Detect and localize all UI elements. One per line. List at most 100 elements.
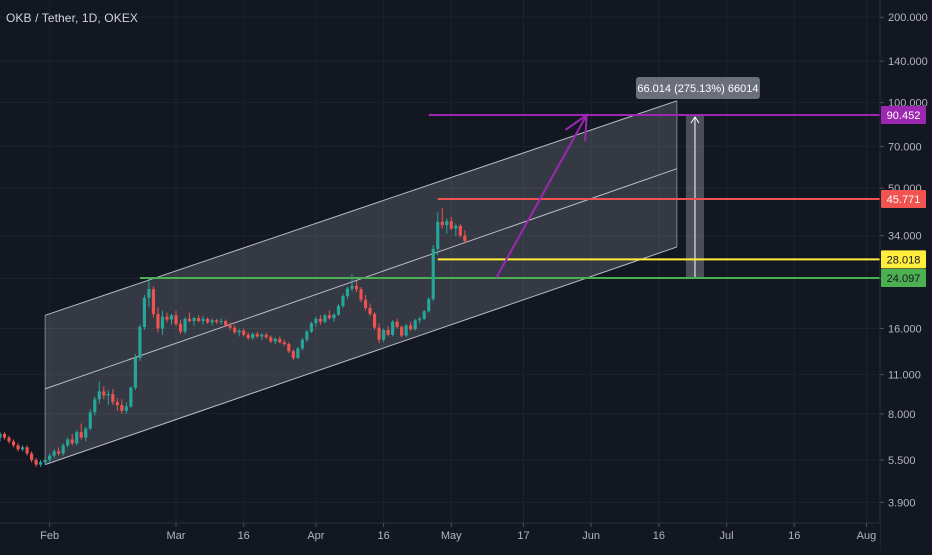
candle-body [115,402,119,405]
candle-body [84,428,88,438]
candle-body [305,331,309,340]
candle-body [359,289,363,300]
candle-body [345,288,350,297]
candle-body [260,334,264,337]
candle-body [57,451,61,454]
candle-body [201,318,205,321]
time-tick-label: Apr [307,530,324,542]
candle-body [458,225,462,236]
candle-body [336,305,341,315]
price-tick-label: 34.000 [888,231,922,243]
candle-body [142,297,146,327]
candle-body [350,285,354,289]
candle-body [196,318,201,321]
level-label-24.097: 24.097 [887,273,921,285]
time-tick-label: 16 [653,530,665,542]
time-axis[interactable]: Feb Mar 16 Apr 16 May 17 Jun 16 Jul 16 Aug [0,522,880,550]
candle-body [111,394,115,403]
candle-body [20,447,25,450]
candle-body [454,225,458,229]
candle-body [93,399,97,413]
measure-label: 66.014 (275.13%) 66014 [637,83,758,95]
candle-body [251,333,255,339]
candle-body [7,437,11,442]
candle-body [273,338,277,342]
candle-body [318,318,322,322]
candle-body [404,325,408,336]
candle-body [391,321,395,335]
candle-body [409,325,413,330]
candle-body [400,326,404,336]
candle-body [269,337,273,342]
measure-arrow-head [690,116,700,124]
level-label-box-45.771 [881,189,926,208]
candle-body [34,460,38,465]
candle-body [363,299,368,308]
time-tick-label: 17 [517,530,529,542]
candle-body [327,315,332,319]
candle-body [156,313,160,329]
candle-body [106,394,110,396]
channel-lower-line[interactable] [44,246,678,466]
level-label-28.018: 28.018 [887,254,921,266]
candle-body [48,455,52,461]
projection-arrow-line[interactable] [495,114,588,278]
projection-arrow[interactable] [495,112,588,278]
candle-body [246,334,250,339]
candle-body [192,318,196,321]
horizontal-levels[interactable] [139,114,880,280]
candle-body [237,330,241,333]
candle-body [296,348,300,358]
candle-body [224,320,228,326]
candle-body [354,285,359,290]
candle-body [70,439,74,444]
price-tick-label: 140.000 [888,56,928,68]
candle-body [75,432,79,444]
price-tick-label: 3.900 [888,497,916,509]
candle-body [206,318,210,323]
candle-body [341,296,345,306]
symbol-title: OKB / Tether, 1D, OKEX [6,11,139,25]
candle-body [97,391,101,400]
time-tick-label: Jun [582,530,600,542]
candle-body [436,221,440,249]
time-tick-label: 16 [788,530,800,542]
candle-body [332,314,336,319]
candle-body [314,318,318,324]
candle-body [309,323,313,332]
grid-lines [0,0,880,523]
candle-body [431,248,435,300]
candle-body [278,338,282,343]
candle-body [183,318,187,332]
candle-body [228,325,232,328]
candle-body [291,351,295,358]
candlestick-series [0,208,467,467]
candle-body [395,321,399,327]
candle-body [233,327,237,333]
candle-body [242,330,246,335]
time-axis-background [0,523,880,550]
candle-body [422,311,426,319]
time-tick-label: Jul [720,530,734,542]
candle-body [377,327,381,340]
price-tick-label: 11.000 [888,370,921,382]
time-tick-label: Mar [167,530,186,542]
candle-body [147,289,151,298]
candle-body [11,441,16,446]
candle-body [169,315,174,320]
candle-body [427,299,431,312]
price-tick-label: 16.000 [888,323,922,335]
price-range-measure[interactable]: 66.014 (275.13%) 66014 [635,77,760,279]
candle-body [300,339,304,349]
level-label-90.452: 90.452 [887,110,921,122]
candle-body [102,391,106,396]
channel-upper-line[interactable] [44,100,678,316]
candle-body [264,334,268,338]
candle-body [219,320,223,322]
candle-body [0,433,2,438]
candle-body [43,460,47,463]
candle-body [160,316,165,329]
